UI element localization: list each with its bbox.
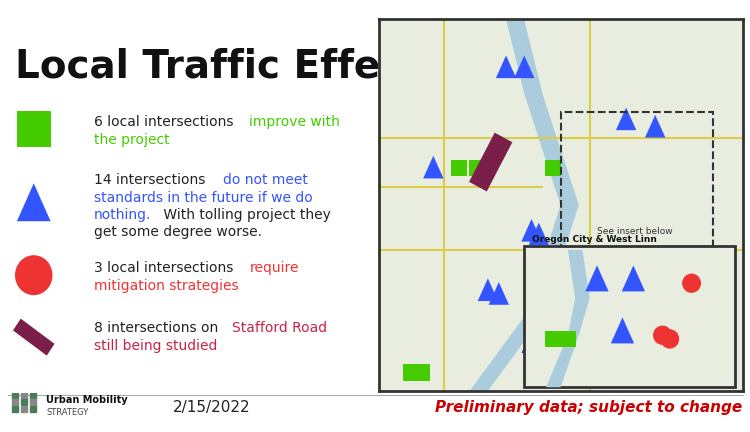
Circle shape: [15, 255, 52, 295]
Circle shape: [653, 326, 672, 345]
Text: still being studied: still being studied: [94, 339, 218, 353]
Text: Oregon City & West Linn: Oregon City & West Linn: [532, 235, 656, 244]
Polygon shape: [423, 156, 443, 178]
FancyBboxPatch shape: [13, 319, 55, 356]
Text: 2/15/2022: 2/15/2022: [172, 400, 250, 415]
Text: 3 local intersections: 3 local intersections: [94, 261, 238, 275]
Text: improve with: improve with: [249, 115, 340, 129]
Polygon shape: [496, 55, 516, 78]
FancyBboxPatch shape: [469, 133, 512, 191]
Text: Local Traffic Effects: Local Traffic Effects: [15, 48, 445, 86]
Text: STRATEGY: STRATEGY: [46, 408, 88, 417]
FancyBboxPatch shape: [545, 331, 561, 347]
Polygon shape: [546, 250, 590, 387]
Text: See insert below: See insert below: [597, 228, 673, 236]
Text: require: require: [249, 261, 298, 275]
FancyBboxPatch shape: [415, 364, 430, 381]
Polygon shape: [488, 282, 509, 305]
Text: 6 local intersections: 6 local intersections: [94, 115, 238, 129]
FancyBboxPatch shape: [451, 160, 466, 176]
Polygon shape: [645, 115, 665, 137]
Text: Preliminary data; subject to change: Preliminary data; subject to change: [435, 400, 742, 415]
Text: mitigation strategies: mitigation strategies: [94, 279, 238, 293]
Polygon shape: [585, 265, 609, 292]
Polygon shape: [616, 108, 636, 130]
FancyBboxPatch shape: [404, 364, 419, 381]
Text: get some degree worse.: get some degree worse.: [94, 225, 262, 239]
FancyBboxPatch shape: [469, 160, 485, 176]
Polygon shape: [529, 222, 549, 245]
Text: nothing.: nothing.: [94, 208, 151, 222]
Text: Stafford Road: Stafford Road: [232, 321, 328, 335]
Text: Urban Mobility: Urban Mobility: [46, 395, 128, 405]
FancyBboxPatch shape: [16, 111, 51, 147]
Polygon shape: [610, 318, 634, 343]
Text: 8 intersections on: 8 intersections on: [94, 321, 222, 335]
Text: With tolling project they: With tolling project they: [159, 208, 332, 222]
FancyBboxPatch shape: [545, 160, 561, 176]
Bar: [524, 246, 735, 387]
Polygon shape: [521, 219, 542, 241]
Circle shape: [682, 273, 701, 293]
Text: 14 intersections: 14 intersections: [94, 173, 209, 187]
Text: do not meet: do not meet: [224, 173, 308, 187]
Circle shape: [660, 329, 680, 349]
Polygon shape: [622, 265, 645, 292]
Polygon shape: [16, 183, 51, 221]
Bar: [560, 112, 713, 250]
FancyBboxPatch shape: [560, 331, 576, 347]
Polygon shape: [521, 330, 542, 353]
Polygon shape: [478, 278, 498, 301]
Text: the project: the project: [94, 133, 170, 147]
Text: standards in the future if we do: standards in the future if we do: [94, 191, 313, 205]
Polygon shape: [470, 19, 579, 391]
Polygon shape: [514, 55, 535, 78]
